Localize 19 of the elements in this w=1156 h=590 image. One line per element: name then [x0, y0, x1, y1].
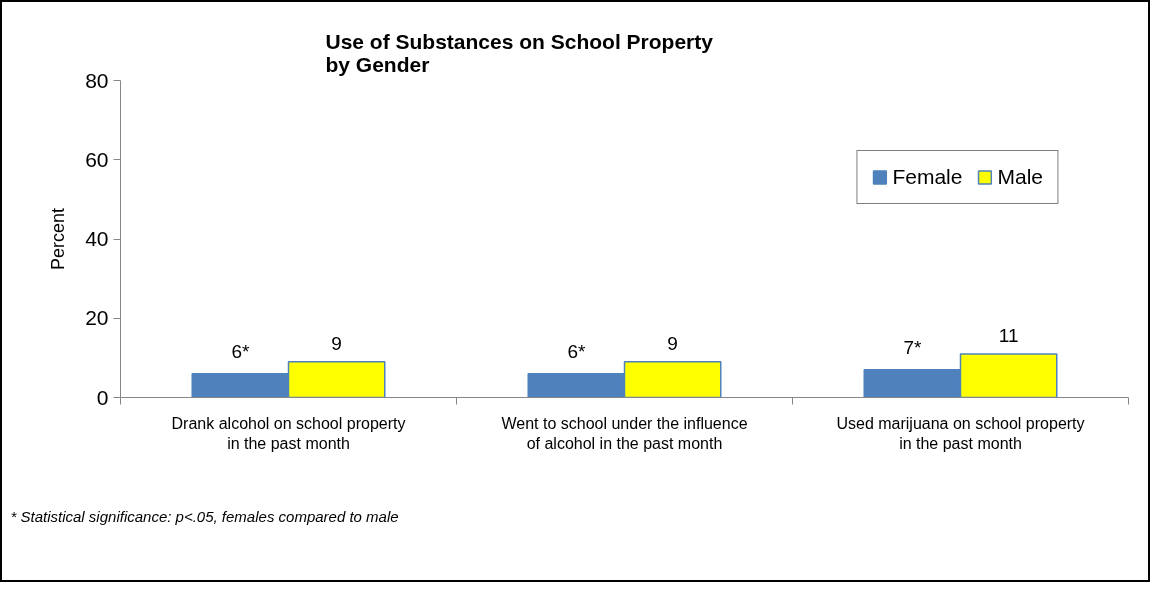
- y-tick-label: 20: [85, 306, 109, 330]
- chart-title: Use of Substances on School Property by Gender: [325, 29, 714, 76]
- data-label: 9: [331, 332, 342, 354]
- legend-label: Male: [997, 165, 1043, 189]
- data-label: 9: [667, 332, 678, 354]
- data-label: 6*: [567, 340, 586, 362]
- y-axis-title: Percent: [48, 207, 69, 271]
- data-label: 7*: [903, 336, 922, 358]
- legend-label: Female: [892, 165, 963, 189]
- y-tick-label: 60: [85, 147, 109, 171]
- data-label: 6*: [231, 340, 250, 362]
- x-tick-label: Went to school under the influence of alcohol in the past month: [501, 414, 748, 452]
- y-tick-label: 0: [96, 385, 109, 409]
- y-tick-label: 80: [85, 68, 109, 92]
- y-tick-label: 40: [85, 227, 109, 250]
- data-label: 11: [998, 324, 1019, 346]
- x-tick-label: Drank alcohol on school property in the past month: [171, 414, 406, 452]
- text: * Statistical significance: p<.05, females compared to male: [10, 507, 399, 525]
- x-tick-label: Used marijuana on school property in the past month: [836, 414, 1085, 452]
